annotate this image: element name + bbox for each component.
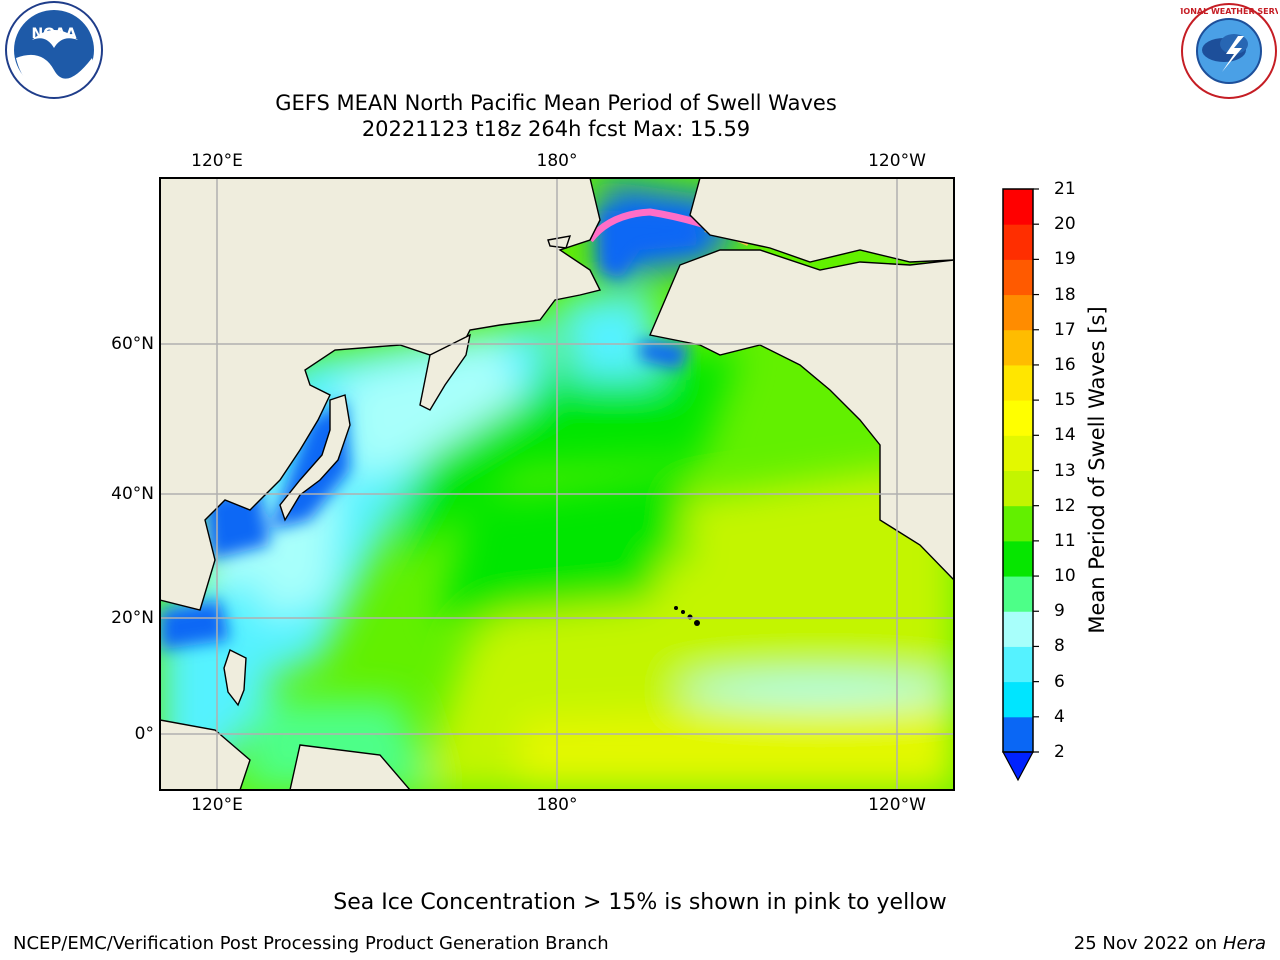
map-frame [159, 177, 955, 791]
colorbar-tick-label: 18 [1054, 284, 1076, 305]
colorbar-swatch [1003, 294, 1033, 331]
sea-ice-note: Sea Ice Concentration > 15% is shown in … [333, 890, 947, 915]
colorbar-tick-label: 21 [1054, 179, 1076, 199]
lon-label-top-120e: 120°E [191, 151, 243, 171]
nws-logo: NATIONAL WEATHER SERVICE [1180, 3, 1278, 99]
graticule [160, 178, 954, 790]
lon-label-bottom-120e: 120°E [191, 795, 243, 815]
colorbar-swatch [1003, 576, 1033, 612]
lat-label-60n: 60°N [111, 334, 154, 354]
colorbar-tick-label: 20 [1054, 214, 1076, 235]
lat-label-0: 0° [134, 724, 154, 744]
colorbar-swatch [1003, 646, 1033, 683]
colorbar-swatch [1003, 400, 1033, 436]
date-text: 25 Nov 2022 on [1073, 933, 1218, 954]
colorbar-tick-label: 4 [1054, 706, 1065, 727]
colorbar-tick-label: 15 [1054, 390, 1076, 411]
land [160, 178, 954, 790]
date-stamp: 25 Nov 2022 on Hera [1074, 933, 1266, 954]
lat-label-40n: 40°N [111, 484, 154, 504]
lon-label-top-180: 180° [536, 151, 578, 171]
colorbar-swatch [1003, 716, 1033, 753]
colorbar-swatch [1003, 224, 1033, 260]
noaa-logo: NOAA [5, 1, 103, 99]
colorbar-swatch [1003, 611, 1033, 647]
colorbar-swatch [1003, 364, 1033, 401]
credit-text: NCEP/EMC/Verification Post Processing Pr… [13, 933, 609, 954]
colorbar-tick-label: 16 [1054, 354, 1076, 375]
colorbar-swatch [1003, 540, 1033, 577]
noaa-logo-text: NOAA [32, 26, 77, 42]
colorbar-swatch [1003, 681, 1033, 718]
lon-label-top-120w: 120°W [868, 151, 926, 171]
colorbar-tick-label: 8 [1054, 636, 1065, 657]
lon-label-bottom-120w: 120°W [868, 795, 926, 815]
colorbar-tick-label: 19 [1054, 249, 1076, 270]
colorbar-tick-label: 11 [1054, 530, 1076, 551]
colorbar-tick-label: 17 [1054, 319, 1076, 340]
colorbar-tick-label: 6 [1054, 671, 1065, 692]
colorbar-title: Mean Period of Swell Waves [s] [1085, 306, 1109, 634]
colorbar-swatch [1003, 259, 1033, 296]
colorbar-underflow-triangle [1001, 751, 1035, 782]
colorbar-swatch [1003, 435, 1033, 471]
map-subtitle: 20221123 t18z 264h fcst Max: 15.59 [361, 117, 751, 141]
colorbar-swatch [1003, 189, 1033, 225]
colorbar-tick-label: 2 [1054, 742, 1065, 762]
colorbar-tick-label: 9 [1054, 601, 1065, 622]
map-title: GEFS MEAN North Pacific Mean Period of S… [275, 91, 837, 115]
colorbar-swatch [1003, 329, 1033, 366]
colorbar-tick-label: 14 [1054, 425, 1076, 446]
colorbar-swatch [1003, 505, 1033, 542]
nws-logo-text: NATIONAL WEATHER SERVICE [1180, 7, 1278, 16]
host-name: Hera [1222, 933, 1266, 954]
lon-label-bottom-180: 180° [536, 795, 578, 815]
colorbar-tick-label: 13 [1054, 460, 1076, 481]
lat-label-20n: 20°N [111, 608, 154, 628]
colorbar-tick-label: 10 [1054, 566, 1076, 587]
colorbar-tick-label: 12 [1054, 495, 1076, 516]
colorbar-swatch [1003, 470, 1033, 507]
